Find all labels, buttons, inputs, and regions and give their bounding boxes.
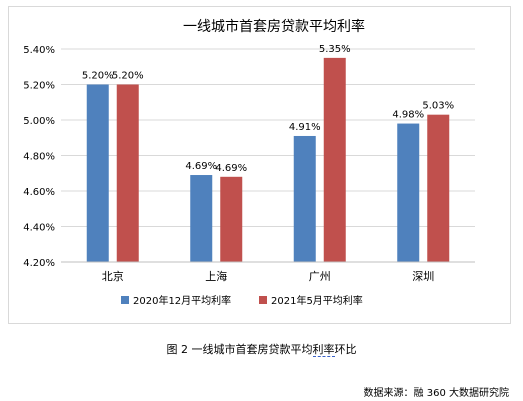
legend-swatch	[259, 296, 267, 304]
bar	[220, 176, 243, 262]
y-tick-label: 5.20%	[23, 81, 55, 92]
chart-title: 一线城市首套房贷款平均利率	[183, 18, 365, 35]
y-tick-label: 4.80%	[23, 152, 55, 163]
caption-underlined: 利率	[312, 343, 335, 357]
caption-prefix: 图 2 一线城市首套房贷款平均	[166, 343, 313, 356]
data-label: 5.20%	[82, 71, 114, 82]
y-tick-label: 4.40%	[23, 223, 55, 234]
bar	[190, 175, 213, 262]
bar	[86, 84, 109, 262]
y-tick-label: 5.00%	[23, 116, 55, 127]
y-tick-label: 4.20%	[23, 258, 55, 269]
x-tick-label: 北京	[102, 269, 124, 283]
bar	[116, 84, 139, 262]
x-tick-label: 深圳	[412, 270, 434, 283]
bar	[397, 123, 420, 262]
data-source: 数据来源：融 360 大数据研究院	[363, 388, 509, 399]
y-tick-label: 4.60%	[23, 187, 55, 198]
bar	[427, 114, 450, 262]
chart-frame: 一线城市首套房贷款平均利率 4.20% 4.40% 4.60% 4.80% 5.00% 5.…	[8, 6, 511, 324]
bar	[293, 135, 316, 262]
legend-label: 2021年5月平均利率	[271, 294, 363, 307]
y-tick-label: 5.40%	[23, 45, 55, 56]
data-label: 5.35%	[319, 44, 351, 55]
data-label: 5.03%	[422, 101, 454, 112]
legend-label: 2020年12月平均利率	[133, 294, 231, 307]
caption-suffix: 环比	[334, 343, 357, 356]
data-label: 5.20%	[112, 71, 144, 82]
data-label: 4.69%	[185, 161, 217, 172]
bar	[323, 57, 346, 262]
data-label: 4.69%	[215, 163, 247, 174]
x-tick-label: 广州	[309, 270, 331, 283]
data-label: 4.91%	[289, 122, 321, 133]
data-label: 4.98%	[392, 110, 424, 121]
bar-chart: 一线城市首套房贷款平均利率 4.20% 4.40% 4.60% 4.80% 5.00% 5.…	[23, 18, 475, 307]
x-tick-label: 上海	[205, 269, 227, 283]
figure-caption: 图 2 一线城市首套房贷款平均利率环比	[0, 341, 523, 357]
legend-swatch	[121, 296, 129, 304]
